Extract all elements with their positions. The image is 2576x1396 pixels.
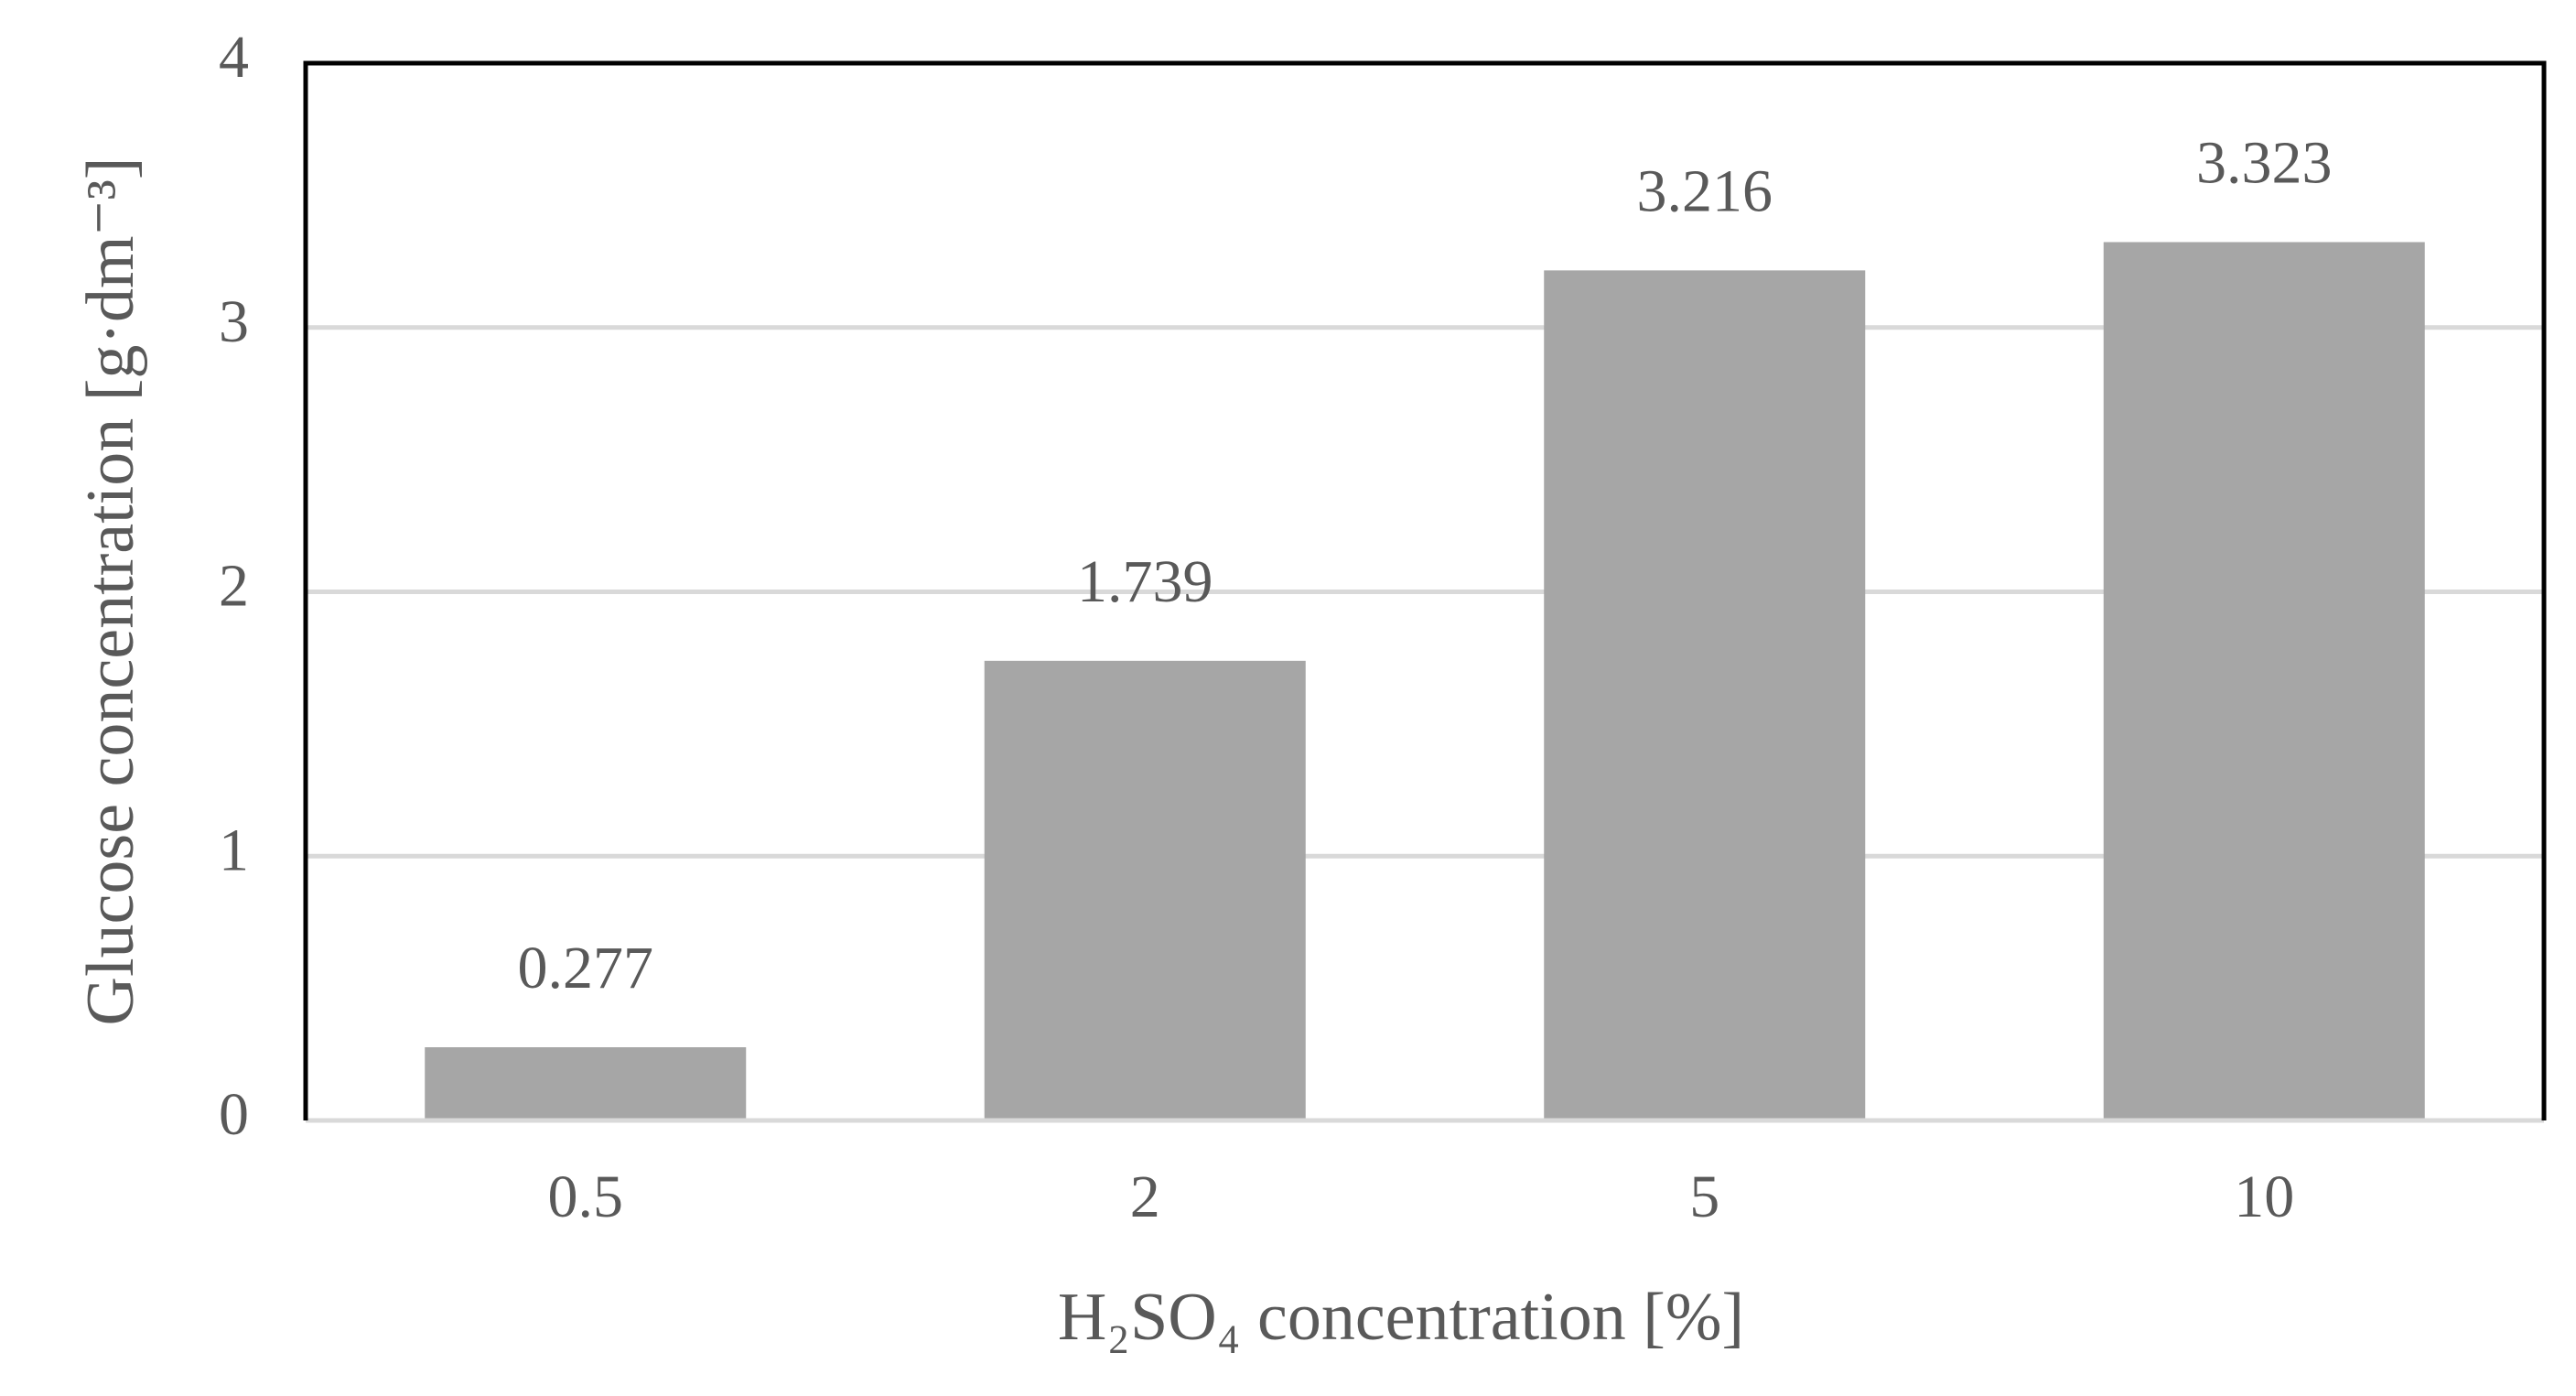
bar xyxy=(984,660,1306,1120)
plot-frame xyxy=(303,60,2547,1120)
x-axis-title: H₂SO₄ concentration [%] xyxy=(1058,1280,1744,1355)
y-tick-label: 2 xyxy=(219,553,249,620)
data-label: 0.277 xyxy=(518,935,654,1001)
data-label: 3.216 xyxy=(1637,158,1773,225)
y-tick-label: 0 xyxy=(219,1081,249,1148)
y-axis-title: Glucose concentration [g·dm⁻³] xyxy=(73,157,148,1026)
y-tick-label: 3 xyxy=(219,288,249,355)
x-tick-label: 2 xyxy=(1130,1163,1160,1230)
data-label: 3.323 xyxy=(2196,130,2333,197)
x-tick-label: 0.5 xyxy=(548,1163,624,1230)
data-label: 1.739 xyxy=(1077,548,1213,615)
x-tick-label: 10 xyxy=(2234,1163,2294,1230)
x-tick-label: 5 xyxy=(1689,1163,1719,1230)
bar xyxy=(1544,270,1866,1120)
bar xyxy=(425,1047,747,1120)
y-tick-label: 4 xyxy=(219,24,249,91)
bar xyxy=(2103,242,2425,1120)
y-tick-label: 1 xyxy=(219,817,249,883)
